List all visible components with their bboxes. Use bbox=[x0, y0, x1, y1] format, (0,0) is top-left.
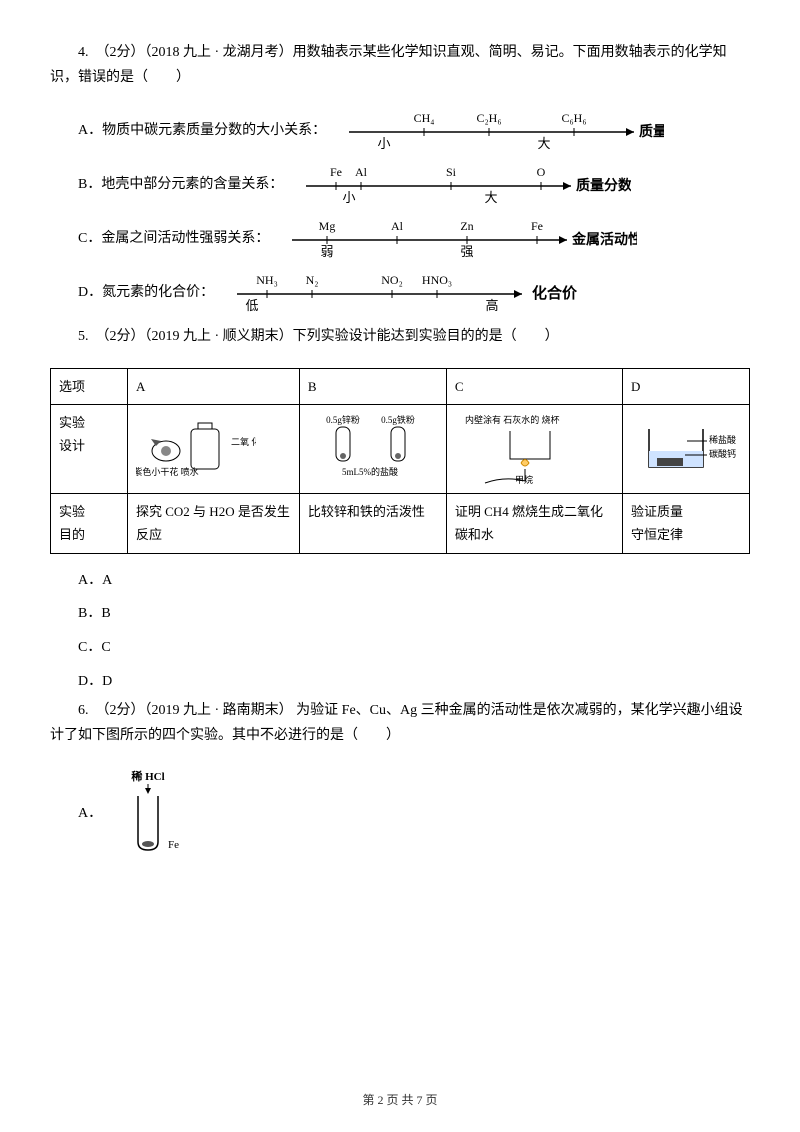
q4-d-label: D．氮元素的化合价： bbox=[78, 280, 214, 305]
q4-b-label: B．地壳中部分元素的含量关系： bbox=[78, 172, 283, 197]
q4-a-label: A．物质中碳元素质量分数的大小关系： bbox=[78, 118, 326, 143]
q5-stem: 5. （2分）（2019 九上 · 顺义期末）下列实验设计能达到实验目的的是（ … bbox=[50, 324, 750, 349]
axis-tick: NO₂ bbox=[381, 273, 403, 287]
page: 4. （2分）（2018 九上 · 龙湖月考）用数轴表示某些化学知识直观、简明、… bbox=[0, 0, 800, 1132]
axis-tick: N₂ bbox=[306, 273, 319, 287]
axis-label: 质量分数 bbox=[576, 177, 631, 194]
axis-left: 低 bbox=[246, 298, 259, 313]
table-row: 实验 设计 紫色小干花 喷水 二氧 化碳 0.5g锌粉 0.5g铁粉 bbox=[51, 404, 750, 493]
axis-tick: C₂H₆ bbox=[477, 111, 502, 125]
q5-option-d: D．D bbox=[78, 665, 750, 699]
cell-header: 选项 bbox=[51, 368, 128, 404]
q6-a-diagram: 稀 HCl Fe bbox=[120, 768, 200, 858]
caption: 紫色小干花 喷水 bbox=[136, 466, 199, 477]
q6-option-a: A． 稀 HCl Fe bbox=[78, 768, 750, 858]
q5-option-c: C．C bbox=[78, 631, 750, 665]
axis-label: 金属活动性 bbox=[571, 231, 637, 248]
axis-tick: Al bbox=[355, 165, 368, 179]
caption: 碳酸钙 bbox=[709, 448, 736, 459]
caption: 稀 HCl bbox=[131, 769, 164, 783]
q5-option-a: A．A bbox=[78, 564, 750, 598]
cell-goal: 验证质量 守恒定律 bbox=[622, 493, 749, 553]
axis-tick: NH₃ bbox=[256, 273, 278, 287]
axis-label: 化合价 bbox=[532, 284, 578, 302]
q6-stem: 6. （2分）（2019 九上 · 路南期末） 为验证 Fe、Cu、Ag 三种金… bbox=[50, 698, 750, 748]
q4-c-label: C．金属之间活动性强弱关系： bbox=[78, 226, 269, 251]
axis-tick: Fe bbox=[330, 165, 342, 179]
axis-tick: O bbox=[537, 165, 546, 179]
q4-d-diagram: NH₃ N₂ NO₂ HNO₃ 低 高 化合价 bbox=[232, 270, 592, 314]
table-row: 选项 A B C D bbox=[51, 368, 750, 404]
q6-a-label: A． bbox=[78, 801, 102, 826]
cell-goal: 证明 CH4 燃烧生成二氧化碳和水 bbox=[446, 493, 622, 553]
q4-b-diagram: Fe Al Si O 小 大 质量分数 bbox=[301, 162, 631, 206]
axis-right: 大 bbox=[485, 190, 498, 205]
cell-header: B bbox=[299, 368, 446, 404]
cell-diagram-b: 0.5g锌粉 0.5g铁粉 5mL5%的盐酸 bbox=[299, 404, 446, 493]
cell-diagram-c: 内壁涂有 石灰水的 烧杯 甲烷 bbox=[446, 404, 622, 493]
cell-goal: 比较锌和铁的活泼性 bbox=[299, 493, 446, 553]
axis-tick: C₆H₆ bbox=[562, 111, 587, 125]
axis-tick: Mg bbox=[319, 219, 336, 233]
cell-goal: 探究 CO2 与 H2O 是否发生反应 bbox=[128, 493, 300, 553]
caption: 稀盐酸 bbox=[709, 434, 736, 445]
q4-option-a: A．物质中碳元素质量分数的大小关系： CH₄ C₂H₆ C₆H₆ 小 大 质量分… bbox=[78, 108, 750, 152]
axis-left: 小 bbox=[343, 190, 356, 205]
axis-left: 小 bbox=[378, 136, 391, 151]
caption: Fe bbox=[168, 839, 179, 851]
caption: 二氧 化碳 bbox=[231, 436, 256, 447]
caption: 0.5g锌粉 bbox=[326, 414, 360, 425]
cell-header: D bbox=[622, 368, 749, 404]
cell-label: 实验 目的 bbox=[51, 493, 128, 553]
axis-tick: CH₄ bbox=[414, 111, 435, 125]
cell-diagram-a: 紫色小干花 喷水 二氧 化碳 bbox=[128, 404, 300, 493]
axis-right: 强 bbox=[461, 244, 474, 259]
axis-right: 大 bbox=[538, 136, 551, 151]
axis-tick: Al bbox=[391, 219, 404, 233]
q4-option-d: D．氮元素的化合价： NH₃ N₂ NO₂ HNO₃ 低 高 化合价 bbox=[78, 270, 750, 314]
axis-tick: Zn bbox=[461, 219, 474, 233]
axis-left: 弱 bbox=[321, 244, 334, 259]
axis-right: 高 bbox=[486, 298, 499, 313]
cell-label: 实验 设计 bbox=[51, 404, 128, 493]
axis-tick: HNO₃ bbox=[422, 273, 452, 287]
caption: 甲烷 bbox=[515, 474, 533, 485]
caption: 内壁涂有 石灰水的 烧杯 bbox=[465, 414, 560, 425]
cell-header: A bbox=[128, 368, 300, 404]
q5-table: 选项 A B C D 实验 设计 紫色小干花 喷水 二氧 化碳 bbox=[50, 368, 750, 554]
caption: 5mL5%的盐酸 bbox=[342, 466, 398, 477]
axis-tick: Si bbox=[446, 165, 457, 179]
q4-stem: 4. （2分）（2018 九上 · 龙湖月考）用数轴表示某些化学知识直观、简明、… bbox=[50, 40, 750, 90]
cell-header: C bbox=[446, 368, 622, 404]
q4-a-diagram: CH₄ C₂H₆ C₆H₆ 小 大 质量分数 bbox=[344, 108, 664, 152]
axis-tick: Fe bbox=[531, 219, 543, 233]
page-footer: 第 2 页 共 7 页 bbox=[0, 1090, 800, 1112]
table-row: 实验 目的 探究 CO2 与 H2O 是否发生反应 比较锌和铁的活泼性 证明 C… bbox=[51, 493, 750, 553]
q4-c-diagram: Mg Al Zn Fe 弱 强 金属活动性 bbox=[287, 216, 637, 260]
cell-diagram-d: 稀盐酸 碳酸钙 bbox=[622, 404, 749, 493]
axis-label: 质量分数 bbox=[639, 123, 664, 140]
caption: 0.5g铁粉 bbox=[381, 414, 415, 425]
q4-option-c: C．金属之间活动性强弱关系： Mg Al Zn Fe 弱 强 金属活动性 bbox=[78, 216, 750, 260]
q4-option-b: B．地壳中部分元素的含量关系： Fe Al Si O 小 大 质量分数 bbox=[78, 162, 750, 206]
q5-option-b: B．B bbox=[78, 597, 750, 631]
